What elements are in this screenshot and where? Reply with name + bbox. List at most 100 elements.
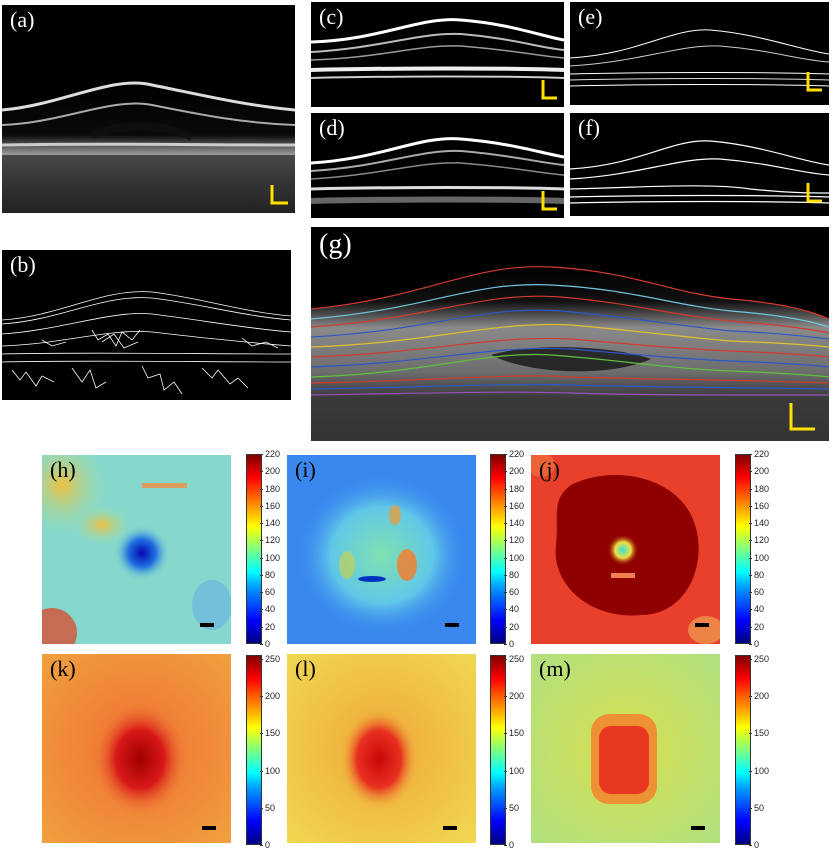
colorbar-tick: 140 — [503, 518, 525, 529]
panel-b-edge-map: (b) — [2, 250, 291, 400]
scale-bar — [200, 623, 214, 627]
colorbar-tick: 40 — [503, 604, 520, 615]
heatmap-l — [287, 654, 476, 843]
panel-label-l: (l) — [295, 656, 316, 681]
colorbar-tick: 40 — [259, 604, 276, 615]
colorbar-tick: 0 — [259, 840, 271, 850]
colorbar-tick: 50 — [748, 802, 765, 813]
colorbar-tick: 60 — [259, 587, 276, 598]
panel-a-oct-bscan: (a) — [2, 5, 295, 213]
colorbar-tick: 160 — [748, 500, 770, 511]
scale-bar — [445, 623, 459, 627]
panel-label-i: (i) — [295, 457, 316, 482]
colorbar-gradient — [246, 655, 262, 845]
panel-k-heatmap: (k) — [42, 654, 231, 843]
colorbar-tick: 200 — [503, 466, 525, 477]
heatmap-i — [287, 455, 476, 644]
colorbar-tick: 0 — [259, 639, 271, 649]
colorbar-tick: 20 — [259, 621, 276, 632]
colorbar-gradient — [490, 655, 506, 845]
colorbar-gradient — [246, 454, 262, 644]
panel-label-h: (h) — [50, 457, 76, 482]
panel-f: (f) — [570, 113, 829, 216]
colorbar-gradient — [490, 454, 506, 644]
oct-image-c — [311, 18, 564, 100]
colorbar-tick: 140 — [259, 518, 281, 529]
colorbar-tick: 60 — [748, 587, 765, 598]
colorbar-tick: 220 — [503, 449, 525, 459]
colorbar-tick: 200 — [748, 691, 770, 702]
colorbar-tick: 200 — [259, 466, 281, 477]
colorbar-tick: 220 — [259, 449, 281, 459]
panel-c: (c) — [311, 2, 564, 107]
colorbar-tick: 150 — [259, 728, 281, 739]
scale-bar — [443, 826, 457, 830]
colorbar-tick: 40 — [748, 604, 765, 615]
colorbar-tick: 0 — [748, 639, 760, 649]
colorbar-tick: 80 — [748, 569, 765, 580]
colorbar-tick: 100 — [503, 552, 525, 563]
colorbar-tick: 20 — [503, 621, 520, 632]
colorbar-tick: 160 — [259, 500, 281, 511]
panel-g-segmented-oct: (g) — [311, 227, 829, 441]
colorbar-tick: 200 — [259, 691, 281, 702]
colorbar-tick: 250 — [503, 653, 525, 664]
heatmap-h — [42, 455, 231, 644]
oct-image-a — [2, 81, 295, 213]
colorbar-tick: 120 — [748, 535, 770, 546]
oct-image-e — [570, 29, 829, 92]
panel-label-c: (c) — [319, 4, 344, 29]
colorbar-tick: 220 — [748, 449, 770, 459]
colorbar-tick: 150 — [503, 728, 525, 739]
colorbar-tick: 160 — [503, 500, 525, 511]
panel-label-b: (b) — [10, 252, 36, 277]
colorbar-tick: 20 — [748, 621, 765, 632]
colorbar-tick: 100 — [259, 765, 281, 776]
panel-label-a: (a) — [10, 7, 35, 32]
panel-d: (d) — [311, 113, 564, 218]
panel-label-g: (g) — [319, 229, 352, 260]
scale-bar — [691, 826, 705, 830]
colorbar-tick: 200 — [748, 466, 770, 477]
colorbar-tick: 180 — [259, 483, 281, 494]
colorbar-tick: 100 — [748, 765, 770, 776]
colorbar-gradient — [735, 454, 751, 644]
colorbar-tick: 0 — [503, 639, 515, 649]
panel-label-e: (e) — [578, 4, 603, 29]
panel-h-heatmap: (h) — [42, 455, 231, 644]
panel-label-f: (f) — [578, 115, 600, 140]
colorbar-tick: 60 — [503, 587, 520, 598]
colorbar-gradient — [735, 655, 751, 845]
panel-i-heatmap: (i) — [287, 455, 476, 644]
panel-label-k: (k) — [50, 656, 76, 681]
colorbar-tick: 100 — [259, 552, 281, 563]
colorbar-tick: 0 — [748, 840, 760, 850]
heatmap-m — [531, 654, 720, 843]
edge-image-b — [2, 291, 291, 395]
panel-label-m: (m) — [539, 656, 571, 681]
panel-m-heatmap: (m) — [531, 654, 720, 843]
heatmap-k — [42, 654, 231, 843]
colorbar-tick: 250 — [748, 653, 770, 664]
colorbar-tick: 80 — [259, 569, 276, 580]
colorbar-tick: 180 — [503, 483, 525, 494]
colorbar-tick: 180 — [748, 483, 770, 494]
colorbar-tick: 150 — [748, 728, 770, 739]
colorbar-tick: 140 — [748, 518, 770, 529]
colorbar-tick: 0 — [503, 840, 515, 850]
panel-label-d: (d) — [319, 115, 345, 140]
oct-image-d — [311, 137, 564, 211]
colorbar-tick: 250 — [259, 653, 281, 664]
heatmap-j — [531, 455, 720, 644]
colorbar-tick: 50 — [259, 802, 276, 813]
colorbar-tick: 120 — [259, 535, 281, 546]
colorbar-tick: 100 — [503, 765, 525, 776]
panel-j-heatmap: (j) — [531, 455, 720, 644]
colorbar-tick: 50 — [503, 802, 520, 813]
oct-image-g — [311, 266, 829, 441]
panel-l-heatmap: (l) — [287, 654, 476, 843]
colorbar-tick: 80 — [503, 569, 520, 580]
panel-label-j: (j) — [539, 457, 560, 482]
colorbar-tick: 120 — [503, 535, 525, 546]
oct-image-f — [570, 140, 829, 204]
